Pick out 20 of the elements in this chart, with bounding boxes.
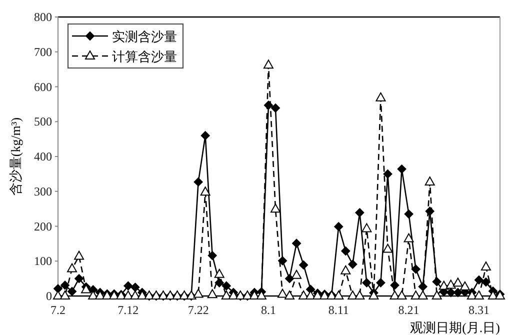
y-tick-label: 700: [34, 44, 52, 59]
y-tick-label: 600: [34, 80, 52, 94]
y-axis-title: 含沙量(kg/m³): [8, 117, 23, 196]
x-axis-title: 观测日期(月.日): [410, 320, 500, 335]
y-tick-label: 100: [34, 254, 52, 268]
legend-label: 实测含沙量: [112, 29, 177, 44]
x-tick-label: 7.12: [118, 303, 139, 317]
y-tick-label: 500: [34, 114, 52, 129]
y-tick-label: 0: [46, 289, 52, 303]
x-tick-label: 7.2: [50, 303, 66, 317]
x-tick-label: 7.22: [188, 303, 209, 317]
y-tick-label: 200: [34, 219, 52, 234]
y-tick-label: 300: [34, 184, 52, 198]
legend-label: 计算含沙量: [112, 49, 177, 64]
y-tick-label: 800: [34, 10, 52, 24]
x-tick-label: 8.21: [398, 303, 420, 317]
x-tick-label: 8.1: [260, 303, 276, 317]
y-tick-label: 400: [34, 150, 52, 164]
x-tick-label: 8.31: [468, 303, 490, 317]
x-tick-label: 8.11: [328, 303, 349, 317]
